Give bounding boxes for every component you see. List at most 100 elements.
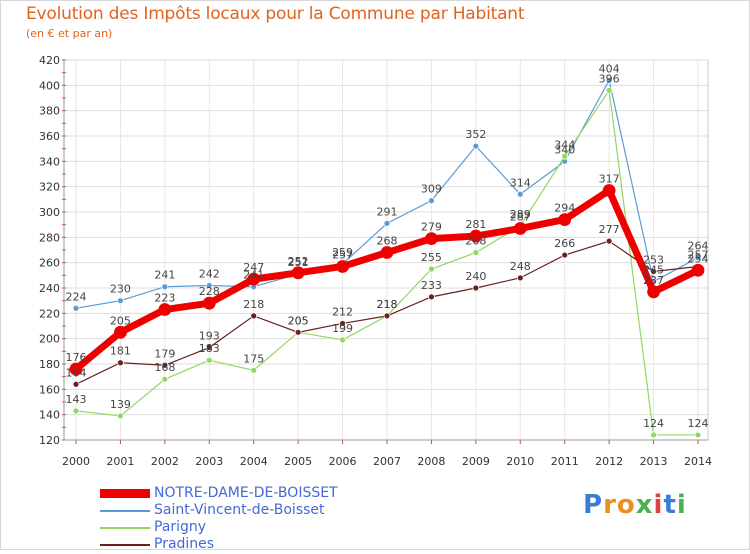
series-point-3 [605, 237, 613, 245]
legend-label: Saint-Vincent-de-Boisset [154, 502, 325, 518]
series-point-0 [691, 263, 705, 277]
series-point-2 [250, 366, 258, 374]
chart-title: Evolution des Impôts locaux pour la Comm… [26, 4, 525, 24]
series-point-2 [561, 152, 569, 160]
series-point-3 [250, 312, 258, 320]
data-label: 254 [688, 252, 709, 265]
data-label: 218 [243, 298, 264, 311]
data-label: 352 [465, 128, 486, 141]
y-tick-label: 320 [39, 181, 60, 194]
series-point-1 [205, 282, 213, 289]
series-point-2 [339, 336, 346, 344]
data-label: 205 [110, 314, 131, 327]
y-tick-label: 380 [39, 105, 60, 118]
data-label: 294 [554, 202, 575, 215]
x-tick-label: 2011 [551, 455, 579, 468]
data-label: 124 [643, 417, 664, 430]
x-tick-label: 2012 [595, 455, 623, 468]
series-point-0 [602, 184, 616, 197]
series-point-1 [516, 190, 524, 198]
data-label: 205 [288, 314, 309, 327]
proxiti-logo: Proxiti [583, 490, 687, 520]
logo-letter: t [663, 490, 677, 520]
data-label: 257 [332, 248, 353, 261]
legend-label: Pradines [154, 536, 215, 552]
series-point-1 [472, 142, 480, 150]
series-point-2 [694, 431, 702, 439]
series-point-2 [650, 431, 657, 439]
x-tick-label: 2003 [195, 455, 223, 468]
data-label: 289 [510, 208, 531, 221]
series-point-3 [72, 380, 80, 388]
series-point-0 [114, 325, 127, 339]
chart-subtitle: (en € et par an) [26, 27, 113, 40]
data-label: 291 [377, 205, 398, 218]
series-point-0 [380, 246, 394, 259]
y-tick-label: 400 [39, 79, 60, 92]
series-point-2 [117, 412, 124, 420]
y-tick-label: 260 [39, 257, 60, 270]
data-label: 257 [688, 248, 709, 261]
data-label: 268 [377, 235, 398, 248]
logo-letter: i [653, 490, 664, 520]
data-label: 317 [599, 172, 620, 185]
data-label: 340 [554, 143, 575, 156]
series-point-0 [558, 213, 572, 227]
data-label: 183 [199, 342, 220, 355]
y-tick-label: 280 [39, 231, 60, 244]
y-tick-label: 140 [39, 409, 60, 422]
data-label: 247 [243, 261, 264, 274]
series-point-2 [161, 375, 169, 383]
data-label: 224 [66, 290, 87, 303]
data-label: 237 [643, 274, 664, 287]
x-tick-label: 2009 [462, 455, 490, 468]
series-point-1 [605, 76, 613, 84]
data-label: 175 [243, 352, 264, 365]
x-tick-label: 2001 [106, 455, 134, 468]
legend-label: Parigny [154, 519, 207, 535]
y-tick-label: 160 [39, 383, 60, 396]
y-tick-label: 360 [39, 130, 60, 143]
x-tick-label: 2006 [329, 455, 357, 468]
data-label: 242 [199, 267, 220, 280]
series-point-2 [472, 249, 480, 256]
series-point-0 [336, 260, 349, 273]
data-label: 255 [421, 251, 442, 264]
series-point-3 [161, 361, 169, 369]
y-tick-label: 200 [39, 333, 60, 346]
series-point-0 [202, 296, 216, 310]
series-point-3 [428, 293, 435, 301]
series-point-3 [205, 344, 213, 351]
data-label: 240 [465, 270, 486, 283]
data-label: 199 [332, 322, 353, 335]
series-point-1 [694, 254, 702, 262]
series-point-3 [383, 312, 391, 320]
series-point-2 [205, 356, 213, 364]
logo-letter: i [676, 490, 687, 520]
legend-label: NOTRE-DAME-DE-BOISSET [154, 485, 338, 501]
data-label: 205 [288, 314, 309, 327]
data-label: 176 [66, 351, 87, 364]
series-point-3 [516, 274, 524, 282]
series-point-0 [425, 232, 438, 246]
data-label: 266 [554, 237, 575, 250]
data-label: 139 [110, 398, 131, 411]
data-label: 277 [599, 223, 620, 236]
data-label: 279 [421, 221, 442, 234]
x-tick-label: 2007 [373, 455, 401, 468]
data-label: 314 [510, 176, 531, 189]
data-label: 164 [66, 366, 87, 379]
data-label: 248 [510, 260, 531, 273]
data-label: 233 [421, 279, 442, 292]
data-label: 179 [154, 347, 175, 360]
data-label: 253 [643, 254, 664, 267]
x-tick-label: 2005 [284, 455, 312, 468]
data-label: 218 [377, 298, 398, 311]
y-tick-label: 220 [39, 307, 60, 320]
data-label: 124 [688, 417, 709, 430]
series-point-0 [513, 222, 527, 235]
data-label: 259 [332, 246, 353, 259]
data-label: 181 [110, 345, 131, 358]
series-point-0 [469, 229, 483, 243]
series-point-3 [650, 268, 657, 275]
